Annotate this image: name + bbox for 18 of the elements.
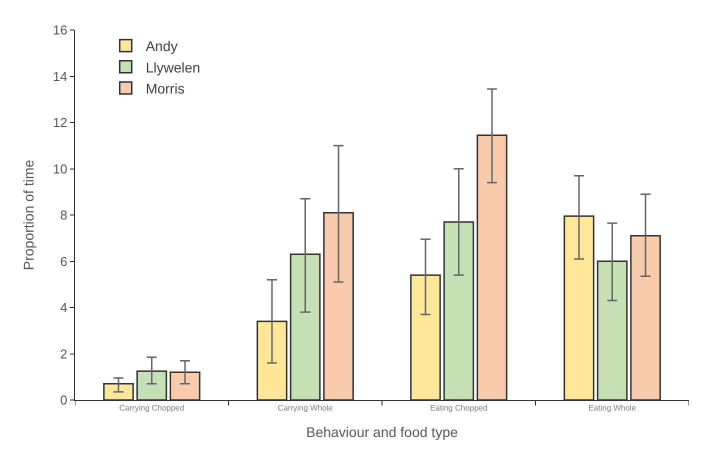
legend-label: Andy <box>146 38 178 54</box>
x-axis-title: Behaviour and food type <box>306 424 458 440</box>
x-tick-label: Eating Chopped <box>430 404 488 413</box>
x-tick-label: Eating Whole <box>588 404 637 413</box>
legend-label: Morris <box>146 80 185 96</box>
y-tick-label: 12 <box>52 115 68 130</box>
x-tick-label: Carrying Chopped <box>119 404 184 413</box>
y-tick-label: 6 <box>60 254 68 269</box>
y-tick-label: 8 <box>60 208 68 223</box>
y-tick-label: 4 <box>60 300 68 316</box>
legend-label: Llywelen <box>146 59 200 76</box>
y-tick-label: 0 <box>60 392 68 408</box>
y-tick-label: 16 <box>52 22 68 38</box>
y-tick-label: 2 <box>60 346 68 362</box>
y-tick-label: 14 <box>52 68 68 84</box>
x-tick-label: Carrying Whole <box>278 404 334 413</box>
y-tick-label: 10 <box>52 161 68 176</box>
y-axis-title: Proportion of time <box>20 160 37 270</box>
